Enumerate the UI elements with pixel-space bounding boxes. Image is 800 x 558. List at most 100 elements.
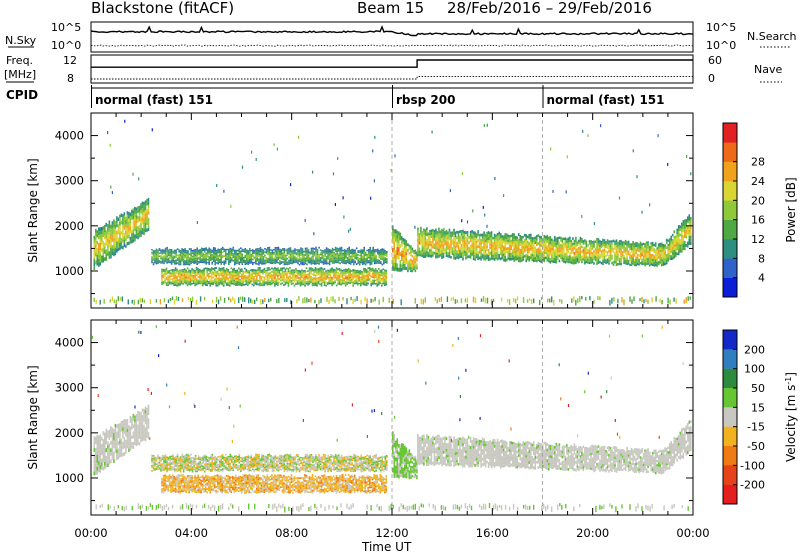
echo-cell — [210, 258, 212, 260]
echo-cell — [637, 261, 639, 263]
echo-cell — [409, 262, 411, 265]
echo-cell — [231, 274, 233, 276]
echo-cell — [351, 252, 353, 253]
echo-cell — [353, 254, 355, 256]
echo-cell — [375, 280, 377, 282]
echo-cell — [501, 255, 503, 257]
echo-cell — [592, 254, 594, 256]
echo-cell — [659, 257, 661, 259]
echo-cell — [289, 278, 291, 280]
echo-cell — [219, 259, 221, 260]
echo-cell — [279, 263, 281, 265]
echo-cell — [156, 256, 158, 258]
echo-cell — [494, 258, 496, 261]
echo-cell — [183, 251, 185, 253]
echo-cell — [282, 277, 284, 279]
echo-cell — [349, 274, 351, 276]
echo-cell — [193, 263, 195, 265]
echo-cell — [264, 282, 266, 284]
echo-cell — [453, 297, 454, 301]
echo-cell — [395, 238, 397, 242]
echo-cell — [317, 257, 319, 259]
echo-cell — [641, 261, 643, 263]
echo-cell — [154, 253, 156, 254]
echo-cell — [435, 229, 437, 232]
echo-cell — [338, 260, 340, 262]
echo-cell — [267, 260, 269, 262]
echo-cell — [372, 281, 374, 283]
echo-cell — [553, 247, 555, 250]
echo-cell — [121, 231, 123, 235]
echo-cell — [437, 234, 439, 237]
echo-cell — [375, 262, 377, 264]
echo-cell — [664, 256, 666, 258]
echo-cell — [451, 298, 452, 301]
echo-cell — [623, 257, 625, 259]
echo-cell — [224, 279, 226, 281]
echo-cell — [351, 253, 353, 254]
echo-cell — [199, 272, 201, 274]
echo-cell — [428, 252, 430, 255]
echo-cell — [369, 271, 371, 273]
echo-cell — [569, 239, 571, 242]
echo-cell — [236, 257, 238, 258]
echo-cell — [166, 257, 168, 259]
echo-cell — [369, 267, 371, 269]
echo-cell — [157, 261, 159, 263]
echo-cell — [327, 250, 329, 252]
echo-cell — [211, 259, 213, 261]
echo-cell — [179, 270, 181, 272]
echo-cell — [333, 278, 335, 280]
echo-cell — [345, 283, 347, 285]
echo-cell — [209, 279, 211, 281]
echo-cell — [191, 276, 193, 278]
echo-cell — [121, 242, 123, 246]
echo-cell — [330, 254, 332, 255]
echo-cell — [467, 237, 469, 240]
echo-cell — [553, 242, 555, 245]
echo-cell — [655, 257, 657, 259]
echo-cell — [173, 284, 175, 286]
echo-cell — [145, 220, 147, 223]
echo-cell — [286, 298, 287, 302]
echo-cell — [192, 259, 194, 260]
echo-cell — [286, 282, 288, 284]
echo-cell — [285, 260, 287, 262]
echo-cell — [369, 254, 371, 256]
echo-cell — [164, 269, 166, 271]
echo-cell — [400, 260, 402, 264]
echo-cell — [557, 240, 559, 243]
echo-cell — [340, 276, 342, 278]
echo-cell — [383, 273, 385, 275]
echo-cell — [193, 261, 195, 263]
echo-cell — [176, 278, 178, 280]
echo-cell — [626, 244, 628, 246]
echo-cell — [539, 257, 541, 260]
echo-cell — [272, 253, 274, 255]
echo-cell — [440, 245, 442, 248]
echo-cell — [245, 262, 247, 264]
echo-cell — [350, 257, 352, 259]
echo-cell — [385, 255, 387, 256]
echo-cell — [300, 270, 302, 272]
echo-cell — [376, 277, 378, 279]
echo-cell — [319, 278, 321, 280]
echo-cell — [413, 252, 415, 254]
echo-cell — [458, 231, 460, 234]
echo-cell — [343, 283, 345, 285]
echo-cell — [341, 250, 343, 252]
echo-cell — [447, 247, 449, 250]
echo-cell — [318, 254, 320, 256]
echo-cell — [249, 262, 251, 264]
echo-cell — [521, 236, 523, 239]
echo-cell — [429, 233, 431, 236]
echo-cell — [626, 253, 628, 255]
echo-cell — [504, 245, 506, 248]
echo-cell — [690, 217, 692, 220]
echo-cell — [110, 236, 112, 240]
echo-cell — [327, 284, 329, 286]
echo-cell — [545, 244, 547, 247]
echo-cell — [276, 260, 278, 262]
echo-cell — [643, 299, 644, 303]
echo-cell — [438, 255, 440, 258]
